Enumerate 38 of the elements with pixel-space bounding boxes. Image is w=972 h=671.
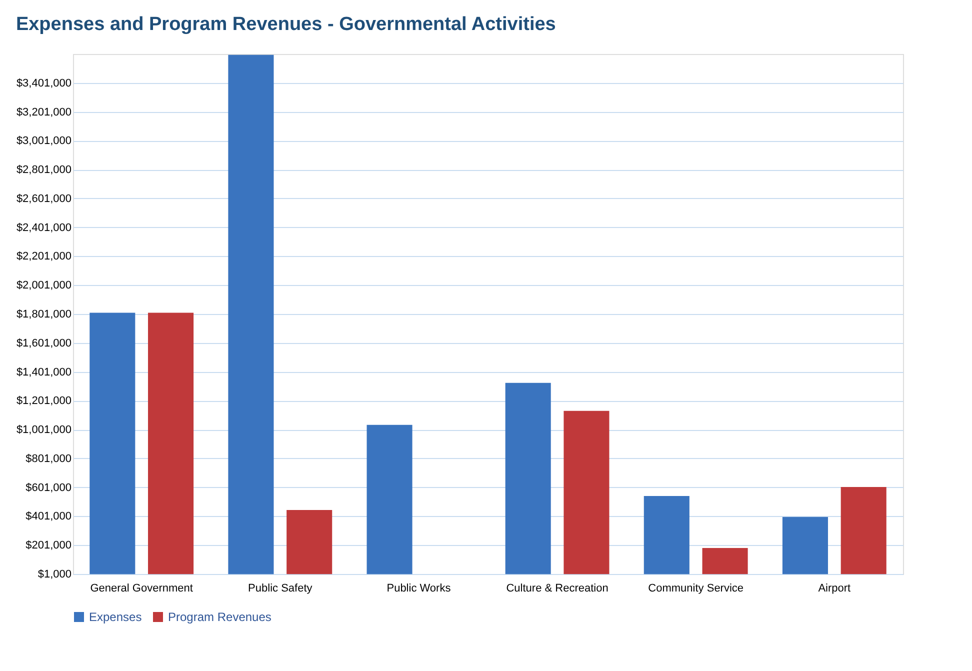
y-tick-label: $401,000	[26, 510, 72, 523]
bar	[366, 424, 412, 574]
y-tick-label: $3,001,000	[16, 135, 72, 148]
bar	[90, 312, 136, 574]
y-tick-label: $3,201,000	[16, 106, 72, 118]
legend-label: Expenses	[89, 610, 142, 624]
y-tick-label: $1,401,000	[16, 366, 72, 378]
y-tick-label: $2,401,000	[16, 222, 72, 234]
y-tick-label: $801,000	[26, 452, 72, 465]
bar	[286, 510, 332, 574]
x-tick-label: Public Safety	[248, 582, 313, 594]
y-tick-label: $1,801,000	[16, 308, 72, 320]
y-tick-label: $2,601,000	[16, 192, 72, 205]
y-tick-label: $3,401,000	[16, 77, 72, 90]
y-tick-label: $1,000	[38, 568, 72, 580]
y-tick-label: $201,000	[26, 540, 72, 552]
y-tick-label: $2,801,000	[16, 164, 72, 176]
bar	[505, 382, 551, 574]
y-tick-label: $601,000	[26, 482, 72, 494]
bar	[564, 410, 610, 574]
bar	[702, 548, 748, 574]
bar	[782, 516, 828, 574]
bar	[228, 54, 274, 574]
y-tick-label: $2,201,000	[16, 250, 72, 263]
x-tick-label: Public Works	[386, 582, 452, 594]
bar	[840, 487, 886, 574]
chart-title: Expenses and Program Revenues - Governmental Activities	[16, 14, 556, 35]
y-tick-label: $1,601,000	[16, 337, 72, 350]
y-tick-label: $1,201,000	[16, 395, 72, 408]
bar	[644, 496, 690, 574]
x-tick-label: Culture & Recreation	[506, 582, 608, 594]
x-tick-label: Community Service	[648, 582, 744, 594]
y-tick-label: $1,001,000	[16, 424, 72, 436]
x-tick-label: General Government	[90, 582, 193, 594]
bar	[148, 312, 194, 574]
y-tick-label: $2,001,000	[16, 280, 72, 292]
legend-label: Program Revenues	[168, 610, 272, 624]
x-tick-label: Airport	[818, 582, 851, 594]
